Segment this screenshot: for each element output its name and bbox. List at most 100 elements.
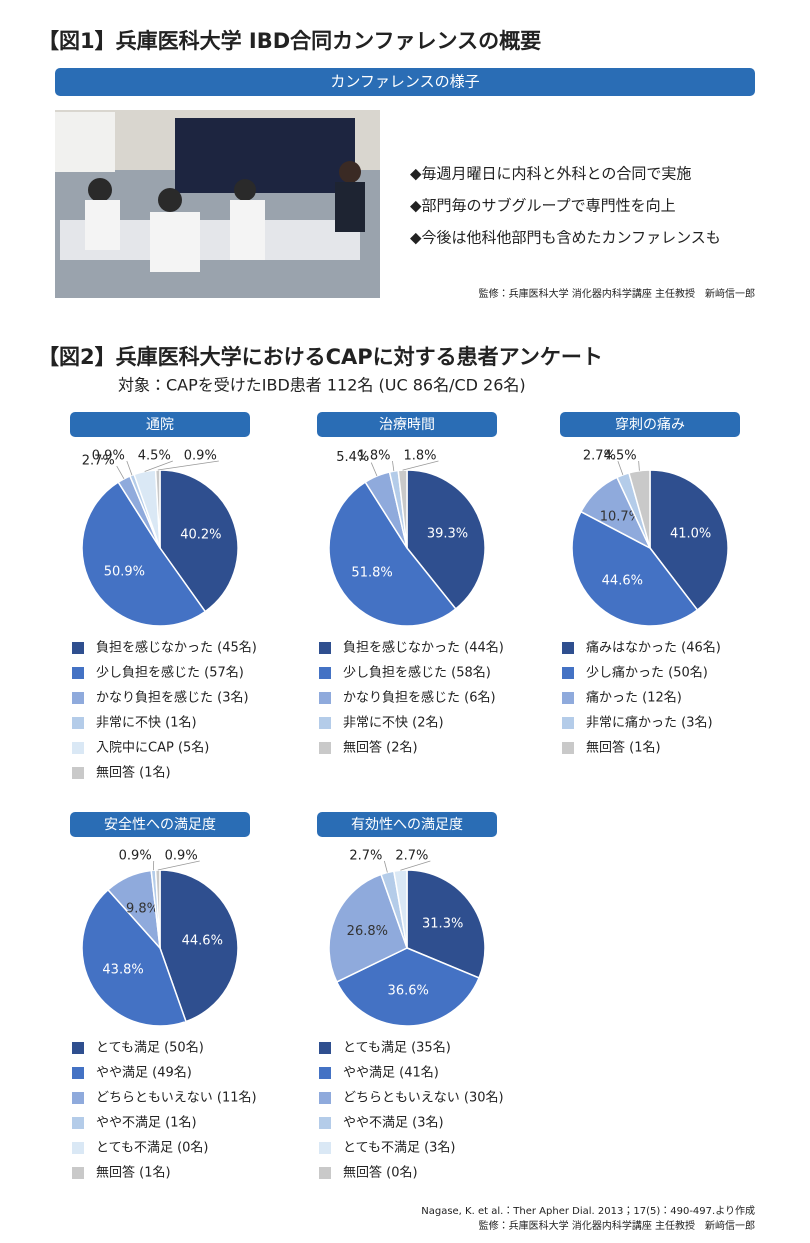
data-label: 0.9% (119, 849, 152, 864)
legend-label: とても満足 (35名) (343, 1040, 451, 1056)
leader-line (144, 460, 173, 472)
pie-slice (571, 510, 699, 627)
data-label: 51.8% (351, 565, 392, 580)
legend-label: 負担を感じなかった (44名) (343, 640, 504, 656)
leader-line (383, 860, 388, 873)
pie-slice (159, 469, 239, 613)
chart-title-bg (70, 412, 250, 437)
legend-swatch (72, 692, 84, 704)
legend-swatch (72, 742, 84, 754)
legend-swatch (72, 1142, 84, 1154)
banner: カンファレンスの様子 (330, 73, 479, 91)
chart-title-bg (70, 812, 250, 837)
legend-label: かなり負担を感じた (6名) (343, 690, 496, 706)
photo (55, 110, 380, 298)
legend-swatch (319, 1092, 331, 1104)
pie-slice (406, 469, 486, 610)
legend-swatch (72, 1067, 84, 1079)
bullet: ◆今後は他科他部門も含めたカンファレンスも (410, 229, 721, 247)
data-label: 2.7% (349, 849, 382, 864)
chart-title-bg (317, 812, 497, 837)
data-label: 1.8% (403, 449, 436, 464)
pie-slice (81, 888, 187, 1027)
credit: 監修：兵庫医科大学 消化器内科学講座 主任教授 新﨑信一郎 (479, 287, 755, 300)
pie-slice (335, 947, 481, 1027)
data-label: 41.0% (670, 527, 711, 542)
legend-swatch (319, 667, 331, 679)
legend-swatch (562, 692, 574, 704)
legend-label: 少し負担を感じた (58名) (343, 665, 491, 681)
chart-title: 有効性への満足度 (351, 817, 463, 833)
legend-label: どちらともいえない (11名) (96, 1090, 257, 1106)
data-label: 1.8% (357, 449, 390, 464)
legend-label: 無回答 (0名) (343, 1165, 418, 1181)
legend-label: とても満足 (50名) (96, 1040, 204, 1056)
legend-swatch (319, 1042, 331, 1054)
legend-swatch (319, 1167, 331, 1179)
pie-slice (159, 869, 239, 1023)
bullet: ◆部門毎のサブグループで専門性を向上 (410, 197, 676, 215)
legend-label: とても不満足 (3名) (343, 1140, 456, 1156)
data-label: 0.9% (92, 449, 125, 464)
fig2-subtitle: 対象：CAPを受けたIBD患者 112名 (UC 86名/CD 26名) (118, 376, 526, 395)
legend-label: 非常に痛かった (3名) (586, 715, 713, 731)
data-label: 2.7% (82, 454, 115, 469)
data-label: 5.4% (336, 450, 369, 465)
legend-swatch (319, 1067, 331, 1079)
legend-label: とても不満足 (0名) (96, 1140, 209, 1156)
leader-line (116, 465, 125, 480)
data-label: 39.3% (427, 526, 468, 541)
legend-label: 痛かった (12名) (586, 690, 682, 706)
data-label: 44.6% (182, 933, 223, 948)
chart-title: 治療時間 (379, 416, 435, 433)
pie-slice (81, 481, 207, 627)
legend-label: やや満足 (49名) (96, 1065, 192, 1081)
data-label: 40.2% (180, 527, 221, 542)
data-label: 10.7% (600, 509, 641, 524)
data-label: 0.9% (184, 449, 217, 464)
legend-label: 痛みはなかった (46名) (586, 640, 721, 656)
legend-swatch (319, 1142, 331, 1154)
data-label: 44.6% (602, 573, 643, 588)
legend-label: やや不満足 (3名) (343, 1115, 444, 1131)
legend-swatch (319, 1117, 331, 1129)
legend-label: やや満足 (41名) (343, 1065, 439, 1081)
chart-title: 安全性への満足度 (104, 817, 216, 833)
data-label: 9.8% (126, 901, 159, 916)
legend-label: 少し負担を感じた (57名) (96, 665, 244, 681)
legend-label: どちらともいえない (30名) (343, 1090, 504, 1106)
legend-label: かなり負担を感じた (3名) (96, 690, 249, 706)
data-label: 2.7% (583, 449, 616, 464)
data-label: 43.8% (102, 962, 143, 977)
banner-bg (55, 68, 755, 96)
legend-label: 無回答 (1名) (96, 765, 171, 781)
legend-swatch (562, 667, 574, 679)
leader-line (617, 460, 624, 476)
chart-title-bg (317, 412, 497, 437)
legend-label: 少し痛かった (50名) (586, 665, 708, 681)
legend-swatch (319, 717, 331, 729)
legend-label: 入院中にCAP (5名) (96, 740, 209, 756)
legend-label: 非常に不快 (1名) (96, 715, 197, 731)
pie-slice (649, 469, 729, 612)
fig1-title: 【図1】兵庫医科大学 IBD合同カンファレンスの概要 (38, 29, 541, 53)
legend-label: 無回答 (1名) (586, 740, 661, 756)
legend-swatch (72, 1092, 84, 1104)
leader-line (370, 462, 378, 477)
legend-swatch (319, 642, 331, 654)
leader-line (157, 460, 219, 471)
legend-swatch (72, 1042, 84, 1054)
data-label: 26.8% (347, 924, 388, 939)
legend-label: 無回答 (2名) (343, 740, 418, 756)
leader-line (638, 460, 640, 471)
data-label: 4.5% (604, 449, 637, 464)
legend-swatch (562, 742, 574, 754)
pie-slice (328, 481, 457, 627)
data-label: 50.9% (104, 564, 145, 579)
credit: 監修：兵庫医科大学 消化器内科学講座 主任教授 新﨑信一郎 (479, 1219, 755, 1232)
data-label: 31.3% (422, 917, 463, 932)
data-label: 36.6% (388, 983, 429, 998)
legend-swatch (72, 717, 84, 729)
legend-swatch (562, 717, 574, 729)
